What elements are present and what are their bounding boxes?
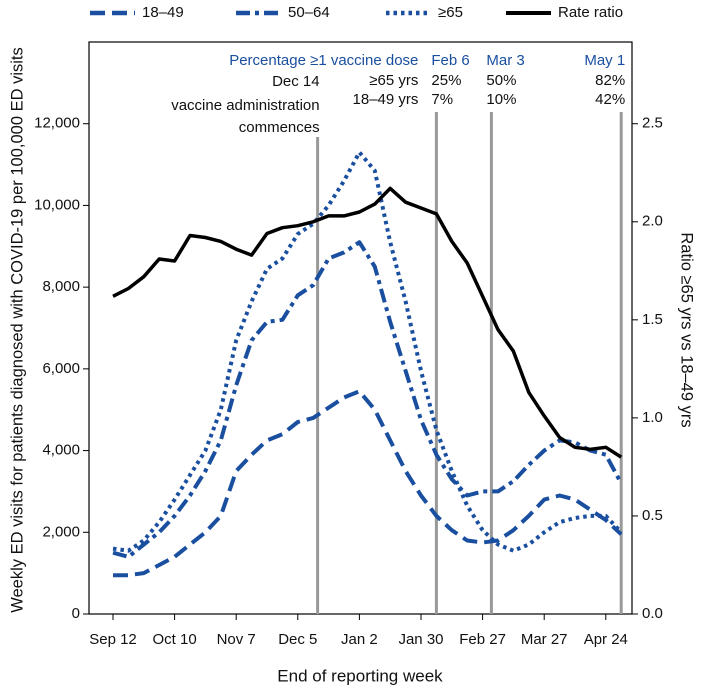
y-tick-label: 0 (72, 605, 80, 622)
x-tick-label: Dec 5 (278, 631, 317, 648)
y2-tick-label: 0.5 (642, 507, 663, 524)
y-tick-label: 4,000 (42, 442, 80, 459)
series-line (112, 240, 623, 559)
vaccine-date: May 1 (584, 52, 625, 69)
start-note-date: Dec 14 (272, 73, 320, 90)
x-tick-label: Oct 10 (153, 631, 197, 648)
y2-tick-label: 2.0 (642, 213, 663, 230)
x-tick-label: Jan 30 (398, 631, 443, 648)
y-tick-label: 6,000 (42, 360, 80, 377)
y-tick-label: 10,000 (34, 196, 80, 213)
series-line (112, 150, 623, 553)
x-tick-label: Sep 12 (89, 631, 137, 648)
vaccine-pct: 82% (595, 72, 625, 89)
start-note-text: vaccine administration (171, 97, 319, 114)
x-axis-title: End of reporting week (277, 666, 443, 685)
x-tick-label: Feb 27 (459, 631, 506, 648)
vaccine-row-label: 18–49 yrs (353, 91, 419, 108)
y-tick-label: 12,000 (34, 115, 80, 132)
vaccine-date: Feb 6 (431, 52, 469, 69)
vaccine-row-label: ≥65 yrs (369, 72, 418, 89)
plot-frame (88, 41, 633, 615)
vaccine-date: Mar 3 (486, 52, 524, 69)
legend-label: ≥65 (438, 4, 463, 21)
y2-tick-label: 0.0 (642, 605, 663, 622)
vaccine-pct: 42% (595, 91, 625, 108)
y-tick-label: 2,000 (42, 523, 80, 540)
vaccine-pct: 50% (486, 72, 516, 89)
legend-label: 50–64 (288, 4, 330, 21)
vaccine-table-title: Percentage ≥1 vaccine dose (229, 52, 418, 69)
x-tick-label: Nov 7 (217, 631, 256, 648)
legend-label: 18–49 (142, 4, 184, 21)
series-line (112, 186, 623, 459)
y2-tick-label: 2.5 (642, 115, 663, 132)
x-tick-label: Mar 27 (521, 631, 568, 648)
vaccine-pct: 10% (486, 91, 516, 108)
y2-axis-title: Ratio ≥65 yrs vs 18–49 yrs (678, 232, 696, 427)
start-note-text: commences (239, 119, 320, 136)
y2-tick-label: 1.0 (642, 409, 663, 426)
y2-tick-label: 1.5 (642, 311, 663, 328)
y-axis-title: Weekly ED visits for patients diagnosed … (8, 47, 26, 613)
vaccine-pct: 25% (431, 72, 461, 89)
series-line (113, 389, 623, 578)
vaccine-pct: 7% (431, 91, 453, 108)
x-tick-label: Jan 2 (341, 631, 378, 648)
y-tick-label: 8,000 (42, 278, 80, 295)
legend-label: Rate ratio (558, 4, 623, 21)
x-tick-label: Apr 24 (584, 631, 628, 648)
